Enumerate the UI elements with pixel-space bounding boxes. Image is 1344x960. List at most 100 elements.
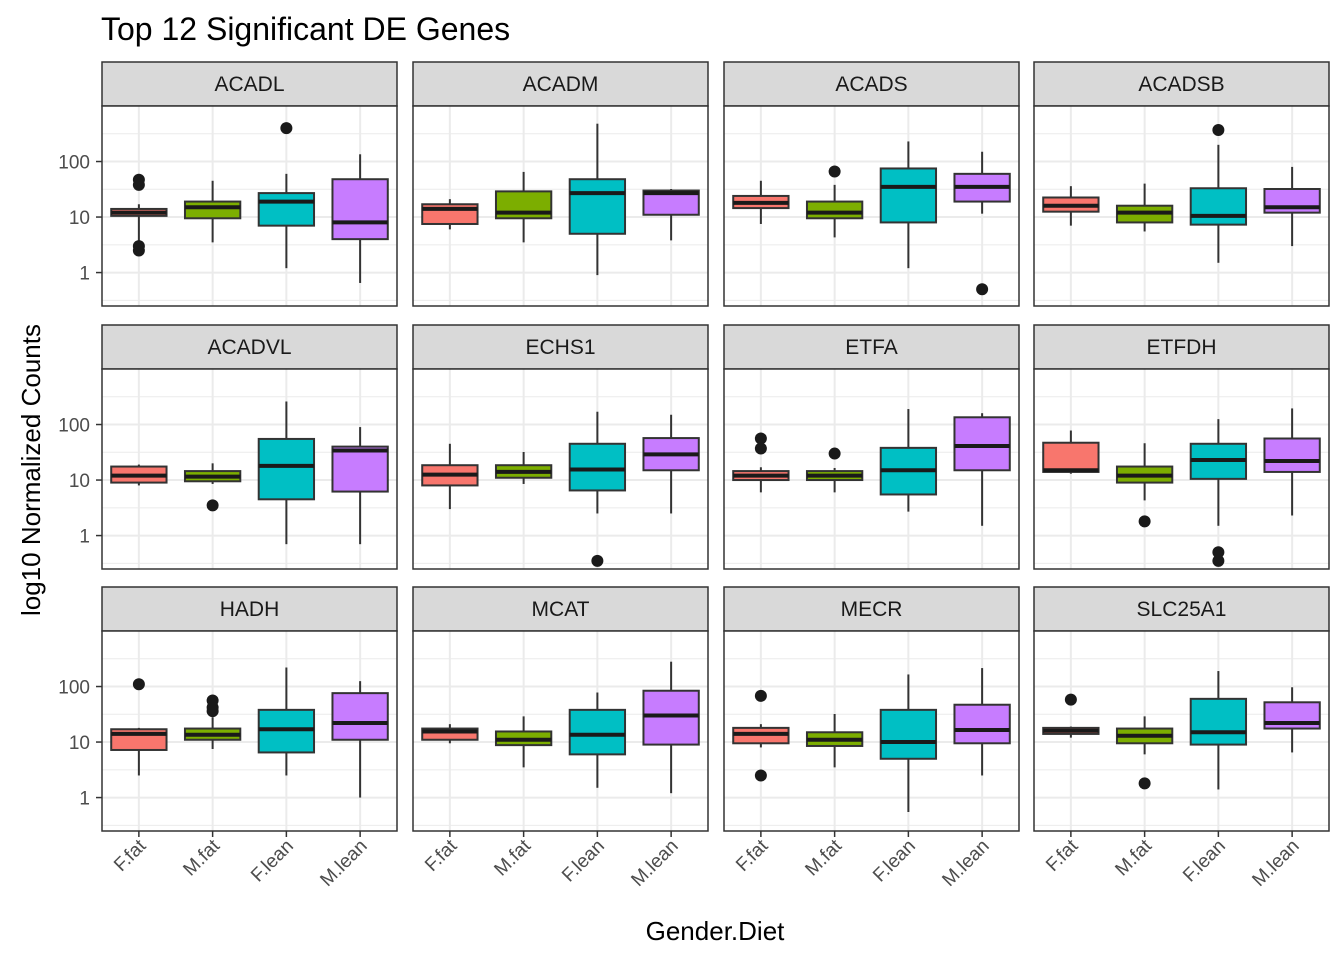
box-f-fat [421,443,479,510]
box-iqr [805,200,864,220]
panel-border [412,368,709,570]
box-f-lean [879,409,938,512]
panel-border [412,105,709,307]
facet-acadm: ACADM [412,61,709,307]
panel-border [723,105,1020,307]
box-m-lean [953,668,1011,776]
box-f-lean [568,123,627,276]
panel-border [1033,630,1330,832]
box-m-fat [494,716,553,768]
box-iqr [953,416,1011,472]
facet-strip [1033,324,1330,370]
facet-strip [723,61,1020,107]
box-f-fat [732,432,790,493]
box-iqr [257,437,316,501]
facet-strip-label: SLC25A1 [1137,598,1227,621]
facet-strip-label: ACADSB [1138,73,1224,96]
panel-border [1033,368,1330,570]
box-f-fat [110,678,168,776]
box-iqr [183,200,242,220]
box-m-fat [494,171,553,243]
facet-strip [101,61,398,107]
facet-acadl: ACADL 1 10 100 [58,61,398,307]
box-f-lean [1189,671,1248,790]
facet-strip-label: ACADS [835,73,907,96]
outlier-point [1064,693,1077,706]
y-axis-title: log10 Normalized Counts [16,324,46,616]
box-m-lean [642,414,700,514]
box-m-lean [953,151,1011,296]
box-iqr [568,442,627,492]
box-f-lean [1189,419,1248,567]
outlier-point [754,442,767,455]
facet-strip [1033,586,1330,632]
box-iqr [1189,187,1248,226]
y-tick-label: 100 [58,153,90,174]
facet-strip-label: ACADM [523,73,599,96]
box-f-lean [1189,123,1248,263]
y-tick-label: 1 [79,264,90,285]
box-iqr [331,178,389,241]
box-m-fat [1115,443,1174,528]
box-m-fat [805,713,864,768]
outlier-point [1138,515,1151,528]
box-iqr [331,445,389,493]
facet-strip-label: MCAT [532,598,590,621]
box-m-lean [331,154,389,283]
box-f-lean [568,692,627,788]
box-f-fat [1042,693,1100,738]
y-tick-label: 1 [79,789,90,810]
panel-border [1033,105,1330,307]
box-f-lean [257,122,316,269]
x-axis-title: Gender.Diet [646,916,786,946]
panel-border [101,630,398,832]
facet-etfa: ETFA [723,324,1020,570]
facet-acadsb: ACADSB [1033,61,1330,307]
box-m-fat [183,694,242,749]
box-iqr [879,708,938,760]
box-m-fat [494,451,553,484]
facet-echs1: ECHS1 [412,324,709,570]
outlier-point [206,499,219,512]
facet-strip-label: HADH [220,598,280,621]
box-iqr [879,167,938,224]
outlier-point [206,694,219,707]
box-m-fat [805,165,864,238]
box-m-lean [1263,687,1321,753]
outlier-point [828,447,841,460]
facet-strip-label: ETFA [845,336,898,359]
box-m-fat [183,180,242,243]
outlier-point [976,283,989,296]
box-m-lean [1263,408,1321,516]
facet-strip-label: ECHS1 [525,336,595,359]
box-f-lean [879,674,938,812]
y-tick-label: 100 [58,678,90,699]
box-iqr [642,689,700,746]
facet-strip [101,324,398,370]
facet-strip [101,586,398,632]
box-m-lean [953,413,1011,526]
facet-strip-label: ACADL [214,73,284,96]
box-iqr [1042,441,1100,473]
outlier-point [1138,777,1151,790]
outlier-point [754,432,767,445]
panel-border [723,368,1020,570]
box-m-lean [1263,166,1321,247]
box-iqr [953,703,1011,745]
box-iqr [257,192,316,227]
y-tick-label: 100 [58,416,90,437]
panel-border [723,630,1020,832]
outlier-point [1212,546,1225,559]
box-f-fat [1042,430,1100,474]
box-m-fat [1115,183,1174,232]
facet-strip [723,324,1020,370]
outlier-point [754,769,767,782]
outlier-point [280,122,293,135]
y-tick-label: 1 [79,527,90,548]
y-tick-label: 10 [69,733,90,754]
facet-acads: ACADS [723,61,1020,307]
facet-etfdh: ETFDH [1033,324,1330,570]
